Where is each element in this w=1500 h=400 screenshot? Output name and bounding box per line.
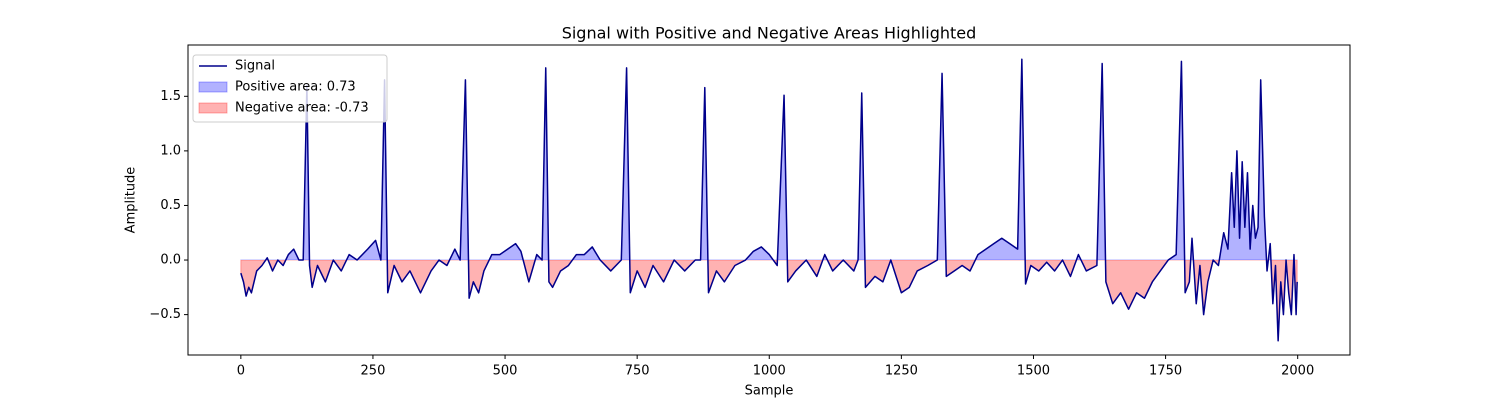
- x-tick-label: 1750: [1149, 364, 1182, 379]
- legend-patch: [198, 81, 228, 93]
- x-tick-label: 2000: [1281, 364, 1314, 379]
- x-tick-label: 0: [237, 364, 245, 379]
- legend-label: Signal: [235, 59, 275, 74]
- x-tick-label: 1500: [1017, 364, 1050, 379]
- x-tick-label: 1000: [753, 364, 786, 379]
- x-tick-label: 250: [361, 364, 386, 379]
- x-axis-label: Sample: [745, 384, 794, 399]
- y-tick-label: −0.5: [149, 307, 181, 322]
- y-tick-label: 0.5: [160, 198, 181, 213]
- legend: Signal Positive area: 0.73 Negative area: …: [192, 54, 388, 123]
- y-tick-label: 0.0: [160, 253, 181, 268]
- legend-patch: [198, 102, 228, 114]
- x-tick-label: 500: [493, 364, 518, 379]
- signal-line: [240, 58, 1298, 342]
- legend-box: [192, 54, 388, 123]
- legend-label: Positive area: 0.73: [235, 80, 356, 95]
- y-tick-label: 1.0: [160, 143, 181, 158]
- y-tick-label: 1.5: [160, 89, 181, 104]
- plot-frame: [187, 44, 1351, 356]
- negative-area: [240, 260, 1298, 341]
- chart-title: Signal with Positive and Negative Areas …: [562, 24, 977, 43]
- positive-area: [240, 59, 1298, 261]
- x-tick-label: 750: [625, 364, 650, 379]
- x-tick-label: 1250: [885, 364, 918, 379]
- legend-label: Negative area: -0.73: [235, 101, 369, 116]
- y-axis-label: Amplitude: [124, 167, 139, 234]
